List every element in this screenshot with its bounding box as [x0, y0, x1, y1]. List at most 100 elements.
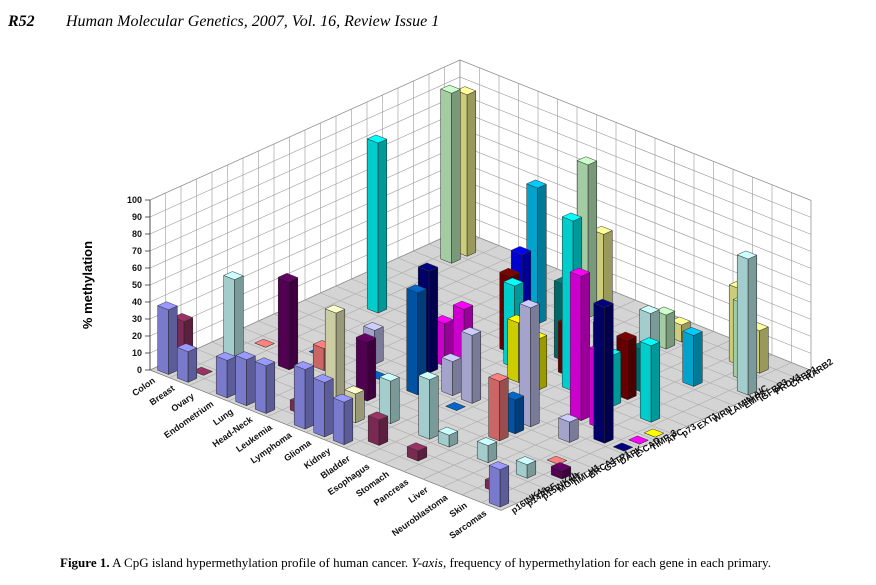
bar-face — [246, 355, 256, 407]
bar-face — [429, 375, 439, 440]
bar-top — [639, 337, 661, 347]
bar — [440, 84, 461, 264]
y-tick-label: 0 — [137, 365, 142, 375]
bar-face — [460, 330, 473, 404]
bar-face — [265, 361, 276, 414]
category-label: Skin — [448, 500, 469, 519]
bar-face — [226, 356, 237, 399]
bar-face — [355, 389, 365, 424]
bar — [293, 361, 315, 430]
bar — [736, 250, 758, 396]
bar-top — [526, 179, 547, 189]
bar-face — [277, 276, 290, 371]
bar-top — [445, 402, 466, 411]
bar-face — [418, 375, 430, 440]
bar-top — [344, 385, 365, 395]
bar-top — [366, 134, 388, 144]
bar — [628, 435, 649, 445]
bar — [643, 428, 665, 438]
bar-top — [460, 327, 482, 336]
y-tick-label: 90 — [132, 212, 142, 222]
bar-face — [593, 302, 605, 444]
bar-top — [172, 313, 194, 322]
bar-face — [569, 271, 582, 422]
bar — [277, 273, 299, 371]
bar-top — [192, 366, 213, 376]
bar — [355, 333, 377, 402]
bar-face — [406, 288, 418, 396]
bar — [550, 462, 572, 480]
bar — [157, 301, 178, 375]
bar-top — [515, 456, 537, 465]
bar — [488, 372, 509, 442]
caption-label: Figure 1. — [60, 555, 110, 570]
bar-face — [234, 275, 244, 362]
bar-face — [390, 376, 400, 425]
bar-top — [157, 301, 178, 311]
bar — [682, 327, 703, 387]
bar-face — [157, 305, 169, 375]
bar-face — [514, 395, 525, 435]
bar-face — [366, 337, 377, 402]
bar-top — [736, 250, 758, 260]
caption: Figure 1. A CpG island hypermethylation … — [60, 555, 771, 570]
bar-face — [736, 254, 749, 396]
bar-top — [546, 455, 568, 465]
bar-top — [363, 322, 384, 331]
bar-top — [406, 284, 427, 294]
bar-top — [576, 156, 598, 166]
bar — [223, 271, 244, 362]
bar-face — [682, 330, 694, 387]
bar — [313, 374, 334, 438]
y-tick-label: 40 — [132, 297, 142, 307]
bar-top — [235, 351, 256, 361]
bar-face — [313, 377, 325, 438]
category-label: Lung — [211, 407, 235, 428]
y-tick-label: 10 — [132, 348, 142, 358]
bar-top — [440, 84, 461, 94]
bar-top — [561, 212, 583, 222]
bar-face — [288, 277, 299, 371]
bar-face — [488, 465, 501, 508]
bar-top — [550, 462, 572, 471]
bar-face — [377, 138, 388, 314]
bar — [593, 298, 614, 444]
bar-face — [367, 415, 380, 446]
bar-top — [510, 246, 532, 255]
bar-face — [665, 310, 676, 350]
bar-top — [643, 428, 665, 438]
bar — [639, 337, 661, 423]
y-tick-label: 50 — [132, 280, 142, 290]
bar-face — [499, 377, 509, 442]
bar-face — [507, 318, 519, 383]
bar-face — [324, 378, 334, 438]
bar-top — [670, 316, 691, 326]
floor-line — [461, 354, 773, 496]
bar-top — [277, 273, 299, 282]
bar-face — [187, 347, 198, 383]
bar — [254, 338, 275, 348]
bar — [445, 402, 466, 411]
bar — [254, 357, 276, 414]
bar-top — [355, 333, 377, 342]
bar-top — [616, 331, 637, 341]
bar-top — [176, 343, 198, 352]
bar — [515, 456, 537, 479]
bar-face — [604, 303, 614, 444]
bar-face — [441, 357, 453, 397]
bar-top — [332, 393, 354, 403]
bar-top — [499, 267, 520, 277]
bar-face — [603, 230, 613, 312]
bar-face — [466, 90, 477, 257]
y-tick-label: 100 — [127, 195, 142, 205]
bar-top — [593, 298, 614, 308]
y-tick-label: 60 — [132, 263, 142, 273]
y-tick-label: 70 — [132, 246, 142, 256]
y-tick-label: 20 — [132, 331, 142, 341]
bar-top — [612, 442, 634, 452]
bar — [569, 267, 591, 422]
caption-italic: Y-axis, — [411, 555, 446, 570]
bar — [406, 442, 428, 462]
bar — [367, 411, 389, 446]
